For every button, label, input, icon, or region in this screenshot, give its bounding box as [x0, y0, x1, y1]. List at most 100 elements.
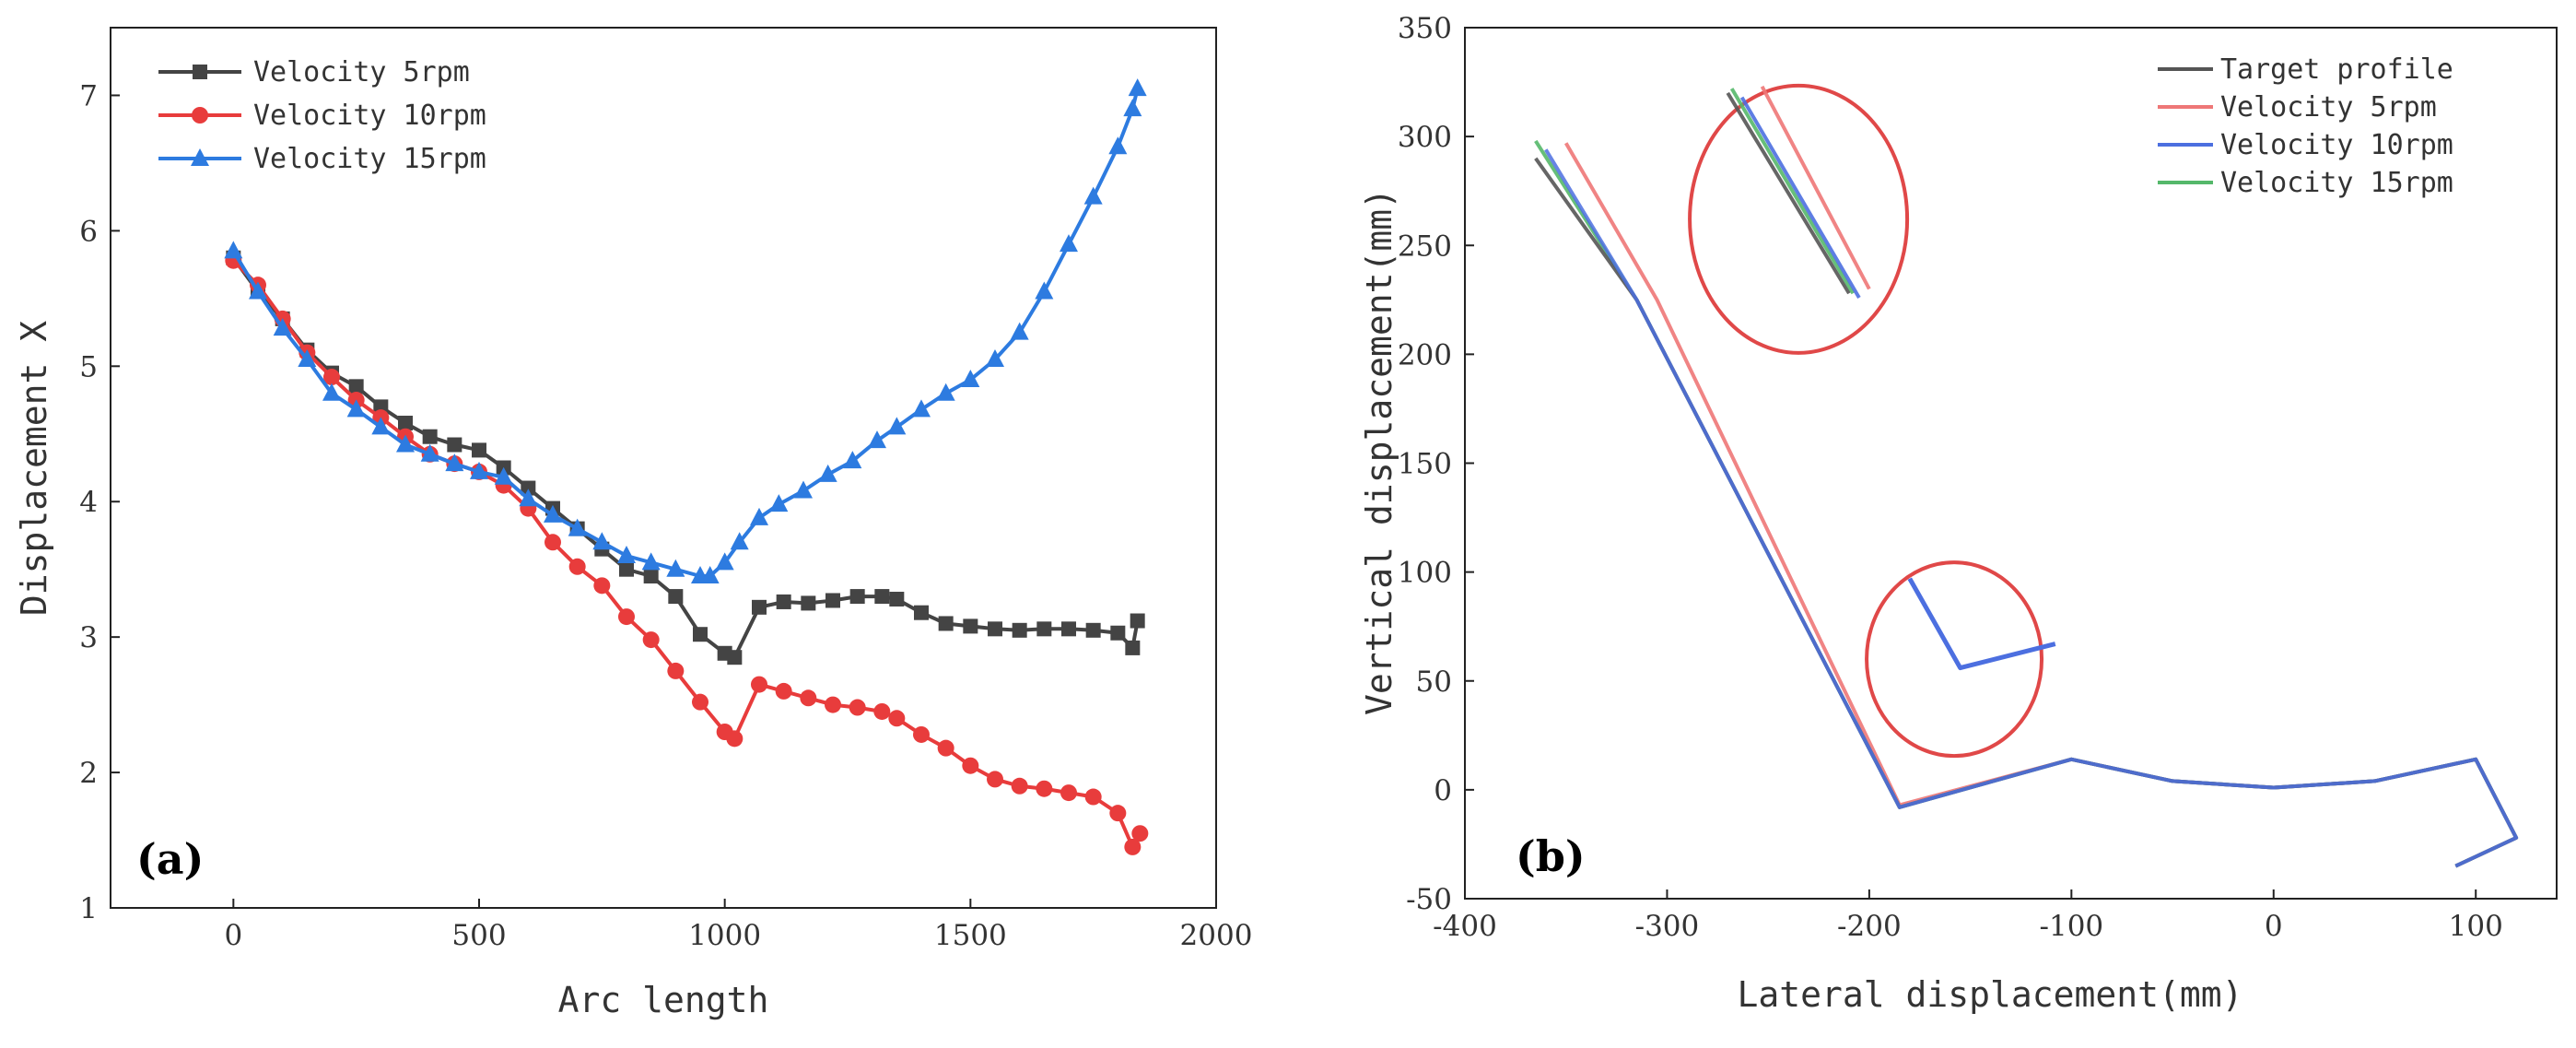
- legend-label-velocity-10rpm: Velocity 10rpm: [253, 100, 486, 132]
- y-tick-label: 5: [79, 350, 98, 383]
- data-point-velocity-15rpm: [224, 241, 243, 259]
- zoom-stroke: [1729, 88, 1856, 295]
- x-tick-label: 1000: [688, 919, 761, 952]
- data-point-velocity-15rpm: [843, 451, 862, 469]
- data-point-velocity-15rpm: [470, 461, 488, 479]
- legend-label-target-profile: Target profile: [2220, 53, 2453, 86]
- data-point-velocity-5rpm: [938, 616, 954, 631]
- data-point-velocity-15rpm: [641, 552, 661, 571]
- zoom-circle-lower: [1865, 560, 2044, 759]
- data-point-velocity-15rpm: [494, 466, 513, 485]
- data-point-velocity-10rpm: [667, 662, 685, 679]
- legend-marker-velocity-5rpm: [193, 65, 207, 79]
- data-point-velocity-10rpm: [692, 693, 708, 711]
- data-point-velocity-15rpm: [322, 383, 341, 401]
- legend-label-velocity-15rpm: Velocity 15rpm: [2220, 167, 2453, 199]
- legend-label-velocity-10rpm: Velocity 10rpm: [2220, 129, 2453, 161]
- panel-label-a: (a): [136, 834, 204, 884]
- y-tick-label: 250: [1398, 230, 1452, 263]
- data-point-velocity-15rpm: [519, 489, 538, 507]
- x-tick-label: 0: [224, 919, 242, 952]
- data-point-velocity-10rpm: [962, 757, 979, 774]
- data-point-velocity-10rpm: [726, 730, 744, 748]
- data-point-velocity-15rpm: [396, 434, 415, 453]
- data-point-velocity-10rpm: [1124, 838, 1142, 855]
- data-point-velocity-5rpm: [849, 589, 865, 605]
- data-point-velocity-10rpm: [937, 739, 954, 757]
- y-tick-label: 50: [1416, 665, 1452, 699]
- series-line-velocity-5rpm: [231, 256, 1140, 660]
- data-point-velocity-5rpm: [889, 592, 905, 607]
- panel-label-b: (b): [1516, 831, 1586, 881]
- data-point-velocity-5rpm: [825, 593, 840, 608]
- data-point-velocity-15rpm: [346, 399, 366, 418]
- x-tick-label: 2000: [1180, 919, 1253, 952]
- data-point-velocity-15rpm: [986, 348, 1004, 367]
- data-point-velocity-15rpm: [544, 504, 562, 523]
- data-point-velocity-15rpm: [371, 417, 391, 435]
- data-point-velocity-10rpm: [642, 631, 660, 649]
- data-point-velocity-5rpm: [447, 437, 463, 453]
- y-tick-label: 7: [79, 79, 98, 112]
- data-point-velocity-10rpm: [618, 608, 635, 626]
- series-line-velocity-10rpm: [231, 259, 1142, 849]
- data-point-velocity-10rpm: [800, 689, 817, 707]
- data-point-velocity-5rpm: [472, 442, 486, 458]
- data-point-velocity-15rpm: [868, 430, 886, 449]
- zoom-stroke: [1739, 96, 1861, 299]
- data-point-velocity-15rpm: [298, 348, 317, 367]
- data-point-velocity-10rpm: [849, 699, 866, 716]
- data-point-velocity-5rpm: [1012, 622, 1027, 638]
- data-point-velocity-5rpm: [1085, 622, 1101, 638]
- data-point-velocity-15rpm: [769, 494, 789, 512]
- data-point-velocity-15rpm: [818, 464, 837, 482]
- data-point-velocity-5rpm: [521, 480, 536, 496]
- data-point-velocity-5rpm: [1110, 625, 1126, 641]
- zoom-corner: [1907, 577, 2056, 671]
- data-point-velocity-15rpm: [617, 546, 636, 563]
- y-tick-label: 2: [79, 757, 98, 790]
- y-tick-label: 0: [1434, 774, 1452, 807]
- data-point-velocity-10rpm: [544, 534, 561, 551]
- x-tick-label: 0: [2265, 910, 2283, 943]
- data-point-velocity-15rpm: [961, 370, 980, 387]
- zoom-circle-upper: [1688, 83, 1910, 355]
- data-point-velocity-10rpm: [913, 725, 930, 743]
- series-line-velocity-5rpm: [1563, 142, 2519, 868]
- data-point-velocity-15rpm: [1128, 78, 1147, 97]
- data-point-velocity-15rpm: [666, 559, 685, 577]
- data-point-velocity-5rpm: [1125, 640, 1141, 655]
- y-tick-label: 6: [79, 215, 98, 248]
- data-point-velocity-10rpm: [323, 369, 340, 386]
- zoom-stroke: [1726, 91, 1851, 295]
- y-tick-label: 300: [1398, 121, 1452, 154]
- x-tick-label: -400: [1433, 910, 1497, 943]
- data-point-velocity-5rpm: [693, 627, 708, 642]
- data-point-velocity-10rpm: [1131, 825, 1149, 842]
- x-tick-label: 100: [2449, 910, 2503, 943]
- data-point-velocity-5rpm: [348, 379, 364, 394]
- data-point-velocity-5rpm: [619, 561, 634, 577]
- data-point-velocity-5rpm: [776, 594, 791, 609]
- data-point-velocity-15rpm: [912, 399, 931, 418]
- data-point-velocity-5rpm: [727, 650, 743, 665]
- data-point-velocity-15rpm: [750, 507, 768, 525]
- x-tick-label: -300: [1635, 910, 1700, 943]
- data-point-velocity-10rpm: [1084, 788, 1102, 806]
- data-point-velocity-15rpm: [1060, 234, 1078, 253]
- data-point-velocity-10rpm: [775, 682, 792, 700]
- data-point-velocity-5rpm: [914, 605, 929, 620]
- data-point-velocity-10rpm: [873, 702, 891, 720]
- chart-a: 0 500 1000 1500 2000 1 2 3 4 5 6 7 Velocity 5rpm Vel…: [14, 27, 1253, 1020]
- y-tick-label: 3: [79, 621, 98, 654]
- data-point-velocity-5rpm: [422, 429, 438, 444]
- data-point-velocity-10rpm: [568, 558, 586, 575]
- data-point-velocity-15rpm: [794, 480, 813, 499]
- y-tick-label: 1: [79, 892, 98, 925]
- legend-marker-velocity-15rpm: [191, 148, 209, 166]
- legend-label-velocity-15rpm: Velocity 15rpm: [253, 143, 486, 175]
- series-line-velocity-15rpm: [1534, 139, 2519, 868]
- x-tick-label: 1500: [934, 919, 1007, 952]
- data-point-velocity-10rpm: [888, 710, 906, 727]
